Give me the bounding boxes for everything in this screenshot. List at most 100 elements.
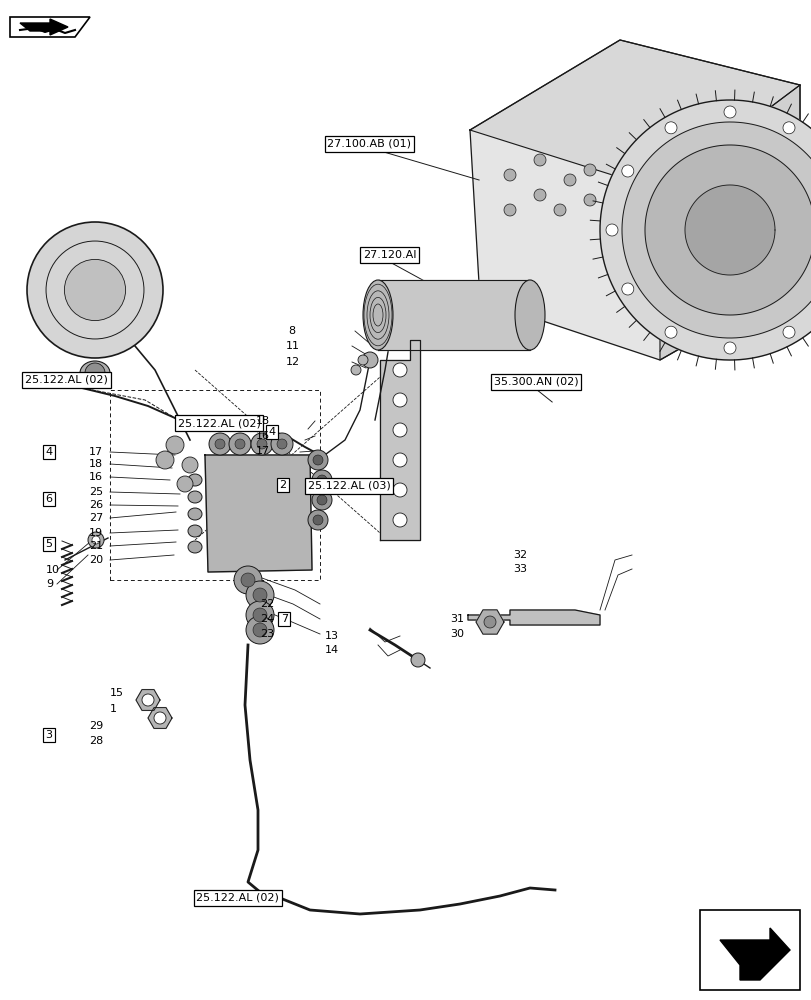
Text: 24: 24 [260,614,274,624]
Polygon shape [470,40,799,360]
Circle shape [564,174,575,186]
Circle shape [253,608,267,622]
Circle shape [723,342,735,354]
Ellipse shape [80,361,109,385]
Circle shape [350,365,361,375]
Text: 18: 18 [255,416,269,426]
Circle shape [142,694,154,706]
Text: 18: 18 [89,459,103,469]
Circle shape [154,712,165,724]
Text: 17: 17 [255,446,269,456]
Circle shape [246,616,273,644]
Circle shape [534,189,545,201]
Circle shape [312,515,323,525]
Text: 25: 25 [89,487,103,497]
Circle shape [251,433,272,455]
Circle shape [311,470,332,490]
Text: 1: 1 [109,704,117,714]
Circle shape [27,222,163,358]
Text: 4: 4 [268,427,275,437]
Text: 35.300.AN (02): 35.300.AN (02) [493,377,577,387]
Polygon shape [475,610,504,634]
Text: 28: 28 [89,736,104,746]
Text: 19: 19 [89,528,103,538]
Circle shape [393,513,406,527]
Circle shape [605,224,617,236]
Text: 31: 31 [449,614,463,624]
Circle shape [393,363,406,377]
Text: 27.100.AB (01): 27.100.AB (01) [327,139,411,149]
Circle shape [88,532,104,548]
Circle shape [393,423,406,437]
Circle shape [553,204,565,216]
Circle shape [664,326,676,338]
Ellipse shape [188,508,202,520]
Ellipse shape [363,280,393,350]
FancyBboxPatch shape [699,910,799,990]
Circle shape [85,363,105,383]
Circle shape [393,483,406,497]
Polygon shape [20,19,68,35]
Circle shape [234,439,245,449]
Text: 14: 14 [324,645,338,655]
Text: 4: 4 [45,447,52,457]
Text: 9: 9 [46,579,54,589]
Polygon shape [684,185,774,275]
Polygon shape [621,122,811,338]
Circle shape [316,475,327,485]
Polygon shape [380,340,419,540]
Text: 27.120.AI: 27.120.AI [363,250,416,260]
Text: 25.122.AL (02): 25.122.AL (02) [178,418,260,428]
Polygon shape [659,85,799,360]
Polygon shape [204,455,311,572]
Text: 30: 30 [449,629,463,639]
Circle shape [312,455,323,465]
Circle shape [271,433,293,455]
Circle shape [208,433,230,455]
Text: 7: 7 [281,614,287,624]
Text: 10: 10 [46,565,60,575]
Text: 6: 6 [45,494,52,504]
Polygon shape [467,610,599,625]
Text: 2: 2 [279,480,285,490]
Circle shape [362,352,378,368]
Text: 23: 23 [260,629,273,639]
Text: 33: 33 [513,564,526,574]
Text: 21: 21 [89,541,103,551]
Circle shape [504,204,515,216]
Circle shape [583,164,595,176]
Polygon shape [148,708,172,728]
Text: 16: 16 [89,472,103,482]
Circle shape [393,453,406,467]
Circle shape [92,536,100,544]
Text: 8: 8 [288,326,295,336]
Circle shape [307,450,328,470]
Polygon shape [470,40,799,190]
Circle shape [241,573,255,587]
Ellipse shape [514,280,544,350]
Circle shape [246,581,273,609]
Circle shape [64,259,126,321]
Ellipse shape [188,491,202,503]
Circle shape [182,457,198,473]
Ellipse shape [188,541,202,553]
Circle shape [234,566,262,594]
Circle shape [621,165,633,177]
Polygon shape [644,145,811,315]
Circle shape [156,451,174,469]
Ellipse shape [188,525,202,537]
Circle shape [316,495,327,505]
Circle shape [664,122,676,134]
Text: 11: 11 [285,341,299,351]
Circle shape [253,588,267,602]
Text: 13: 13 [324,631,338,641]
Ellipse shape [188,474,202,486]
Circle shape [782,326,794,338]
Text: 32: 32 [513,550,526,560]
Text: 26: 26 [89,500,103,510]
Text: 16: 16 [255,431,269,441]
Circle shape [253,623,267,637]
Circle shape [504,169,515,181]
Text: 25.122.AL (02): 25.122.AL (02) [196,893,279,903]
Circle shape [165,436,184,454]
